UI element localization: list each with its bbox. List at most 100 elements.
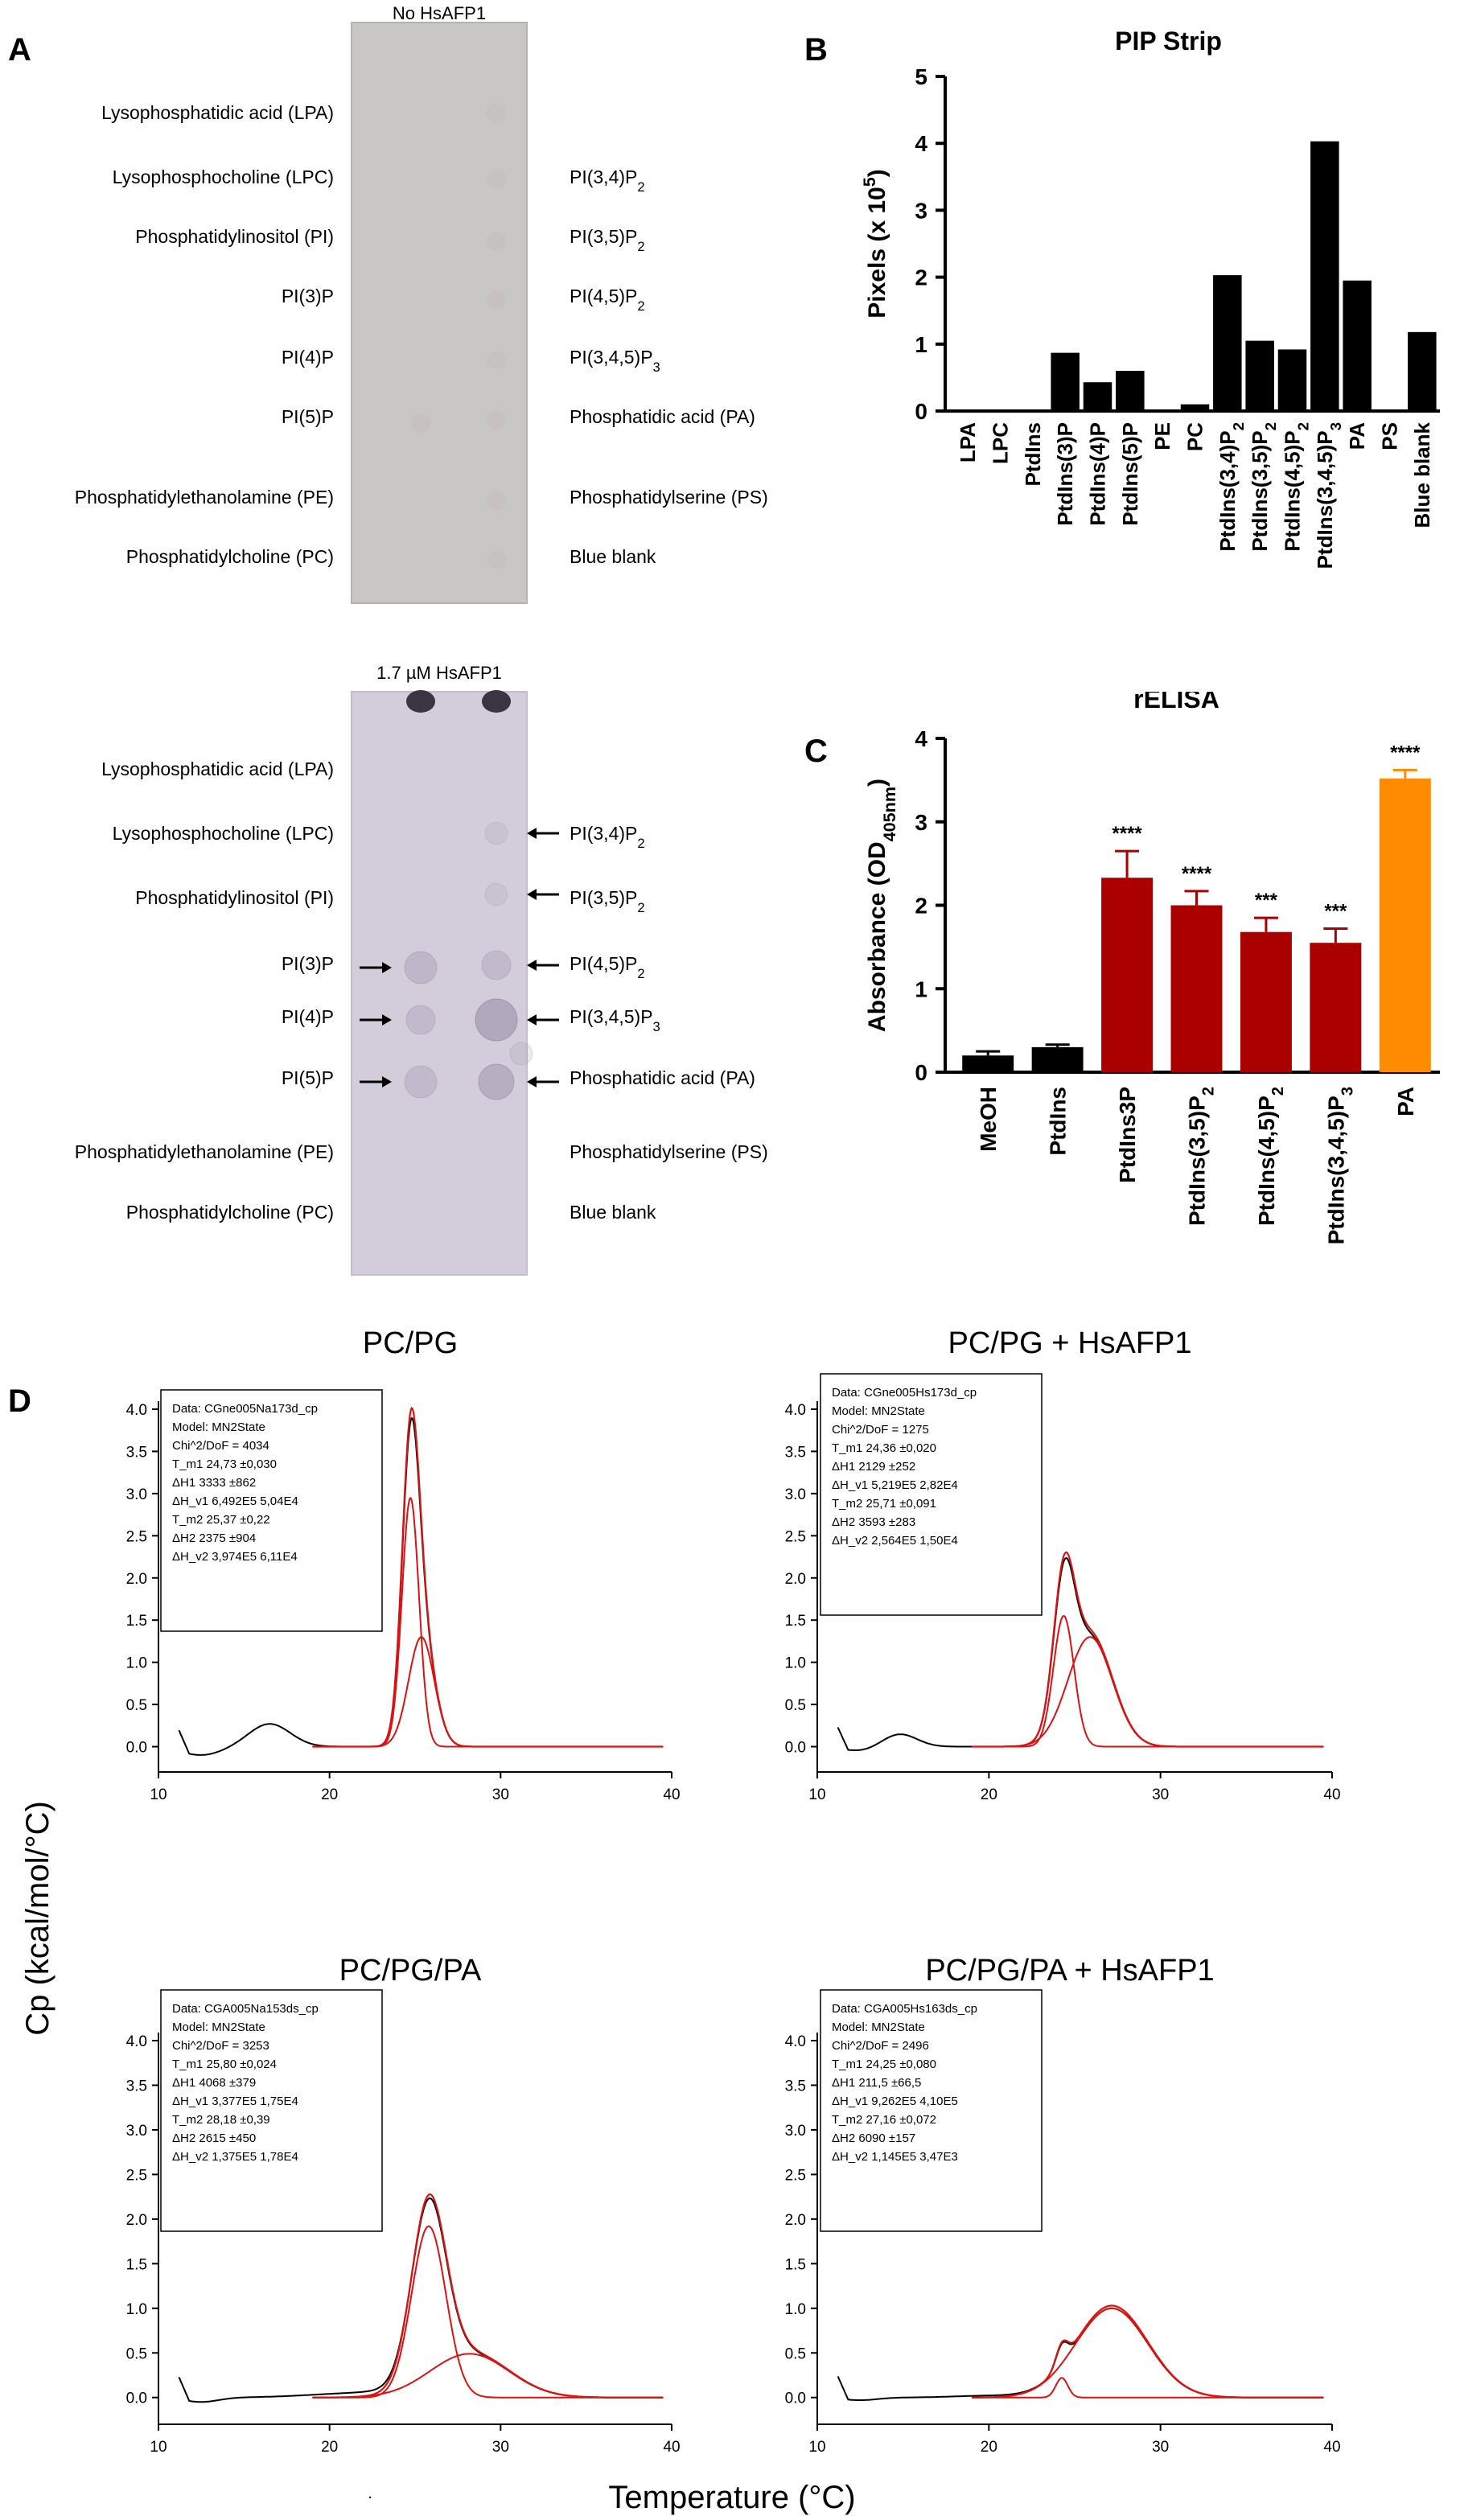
left-lipid-label: Phosphatidylcholine (PC): [126, 1202, 334, 1223]
bar-3: [1170, 905, 1223, 1072]
membrane-strip-2: [351, 691, 528, 1276]
binding-arrow-head: [527, 889, 537, 900]
fit-parameter-line: T_m1 24,25 ±0,080: [832, 2058, 936, 2071]
plot-title: PC/PG/PA + HsAFP1: [925, 1954, 1214, 1988]
bar-1: [1031, 1046, 1084, 1072]
x-tick-label: PtdIns(3)P: [1053, 422, 1077, 526]
fit-parameter-line: Chi^2/DoF = 2496: [832, 2039, 929, 2053]
panel-d-dsc-thermograms: PC/PG 0.0 0.5 1.0 1.5 2.0 2.5 3.0 3.5 4.0 10 20 30 40…: [20, 1326, 1341, 2515]
fit-parameter-line: Data: CGA005Na153ds_cp: [172, 2002, 319, 2016]
y-tick-label: 4.0: [126, 2033, 147, 2050]
x-tick-label: PS: [1378, 422, 1402, 450]
right-lipid-label: PI(3,5)P2: [570, 887, 645, 915]
fit-component-curve-2: [972, 1636, 1324, 1748]
fit-parameter-line: ΔH1 2129 ±252: [832, 1460, 915, 1474]
fit-parameter-line: Model: MN2State: [832, 1404, 925, 1418]
lipid-spot: [478, 1063, 515, 1100]
binding-arrow-head: [382, 1076, 392, 1087]
fit-parameter-line: ΔH_v1 6,492E5 5,04E4: [172, 1494, 298, 1508]
y-tick-label: 3: [915, 810, 927, 835]
y-tick-label: 3: [915, 198, 927, 223]
y-tick-label: 0.0: [785, 1740, 806, 1757]
lipid-spot: [405, 1005, 436, 1035]
x-tick-label: 20: [321, 2439, 338, 2456]
fit-parameter-line: ΔH_v1 9,262E5 4,10E5: [832, 2095, 958, 2108]
fit-parameter-line: ΔH2 2375 ±904: [172, 1531, 256, 1545]
y-tick-label: 1.0: [785, 2301, 806, 2318]
chart-title: rELISA: [1133, 692, 1219, 713]
panel-letter-b: B: [804, 32, 828, 68]
fit-parameter-line: T_m1 24,73 ±0,030: [172, 1457, 277, 1471]
bar-4: [1083, 382, 1112, 411]
chart-title: PIP Strip: [1115, 27, 1222, 55]
binding-arrow-head: [382, 962, 392, 973]
y-tick-label: 2.0: [785, 2212, 806, 2229]
left-lipid-label: Lysophosphatidic acid (LPA): [101, 102, 334, 123]
y-tick-label: 5: [915, 64, 927, 89]
x-tick-label: PtdIns(3,5)P2: [1185, 1087, 1218, 1226]
faint-lipid-spot: [487, 351, 506, 370]
lipid-spot: [481, 950, 512, 980]
fit-parameter-line: T_m1 24,36 ±0,020: [832, 1441, 936, 1455]
panel-letter-c: C: [804, 734, 828, 769]
x-tick-label: PtdIns: [1021, 422, 1045, 486]
x-tick-label: MeOH: [976, 1087, 1001, 1152]
x-tick-label: 30: [492, 2439, 509, 2456]
x-tick-label: 40: [1323, 2439, 1340, 2456]
lipid-spot: [484, 882, 508, 906]
panel-letter-d: D: [8, 1383, 31, 1419]
bar-0: [962, 1055, 1014, 1072]
left-lipid-label: PI(4)P: [282, 347, 334, 368]
y-axis-label: Absorbance (OD405nm): [864, 779, 899, 1032]
fit-parameter-line: ΔH_v1 3,377E5 1,75E4: [172, 2095, 298, 2108]
right-lipid-label: PI(3,4,5)P3: [570, 1006, 660, 1034]
x-tick-label: 20: [321, 1786, 338, 1803]
fit-parameter-line: Data: CGA005Hs163ds_cp: [832, 2002, 977, 2016]
fit-component-curve-2: [972, 2307, 1324, 2399]
fit-parameter-line: ΔH1 3333 ±862: [172, 1476, 256, 1490]
y-axis-label: Pixels (x 105): [859, 169, 891, 318]
x-tick-label: 10: [808, 2439, 825, 2456]
y-tick-label: 3.0: [785, 1486, 806, 1503]
membrane-title-2: 1.7 µM HsAFP1: [376, 663, 502, 683]
plot-title: PC/PG + HsAFP1: [948, 1326, 1191, 1360]
fit-parameter-line: Chi^2/DoF = 4034: [172, 1439, 269, 1453]
fit-parameter-line: Chi^2/DoF = 3253: [172, 2039, 269, 2053]
fit-parameter-line: T_m2 27,16 ±0,072: [832, 2113, 936, 2127]
y-tick-label: 4.0: [126, 1402, 147, 1419]
left-lipid-label: PI(5)P: [282, 406, 334, 427]
faint-lipid-spot: [487, 103, 506, 122]
faint-lipid-spot: [487, 232, 506, 251]
right-lipid-label: PI(4,5)P2: [570, 953, 645, 981]
y-tick-label: 2.0: [126, 2212, 147, 2229]
panel-letter-a: A: [8, 32, 31, 68]
left-lipid-label: Lysophosphocholine (LPC): [113, 166, 334, 187]
left-lipid-label: Lysophosphocholine (LPC): [113, 823, 334, 844]
binding-arrow-head: [527, 1076, 537, 1087]
fit-sum-curve: [972, 2304, 1324, 2399]
faint-lipid-spot: [487, 491, 506, 510]
y-tick-label: 3.0: [126, 1486, 147, 1503]
x-tick-label: 40: [1323, 1786, 1340, 1803]
y-tick-label: 4.0: [785, 1402, 806, 1419]
right-lipid-label: Phosphatidic acid (PA): [570, 406, 755, 427]
fit-parameter-line: T_m2 25,37 ±0,22: [172, 1513, 270, 1527]
left-lipid-label: Phosphatidylinositol (PI): [135, 887, 334, 908]
bar-11: [1310, 141, 1339, 412]
y-tick-label: 2: [915, 265, 927, 290]
membrane-strip-1: [351, 22, 528, 604]
fit-parameter-line: ΔH1 211,5 ±66,5: [832, 2076, 921, 2090]
y-tick-label: 1.5: [785, 2256, 806, 2273]
x-tick-label: Blue blank: [1410, 421, 1434, 528]
bar-8: [1213, 275, 1242, 411]
y-tick-label: 3.5: [126, 1444, 147, 1461]
y-tick-label: 0.0: [785, 2391, 806, 2407]
fit-parameter-line: Model: MN2State: [172, 1420, 265, 1434]
bar-6: [1379, 778, 1431, 1072]
x-tick-label: PtdIns3P: [1115, 1087, 1140, 1183]
fit-parameter-line: ΔH2 3593 ±283: [832, 1515, 915, 1529]
panel-b-pip-strip-chart: PIP Strip 0 1 2 3 4 5 Pixels (x 105) LPA LPC PtdIn…: [859, 27, 1440, 569]
y-tick-label: 1.0: [126, 2301, 147, 2318]
y-tick-label: 0.0: [126, 1740, 147, 1757]
fit-parameter-line: ΔH_v2 3,974E5 6,11E4: [172, 1550, 298, 1564]
